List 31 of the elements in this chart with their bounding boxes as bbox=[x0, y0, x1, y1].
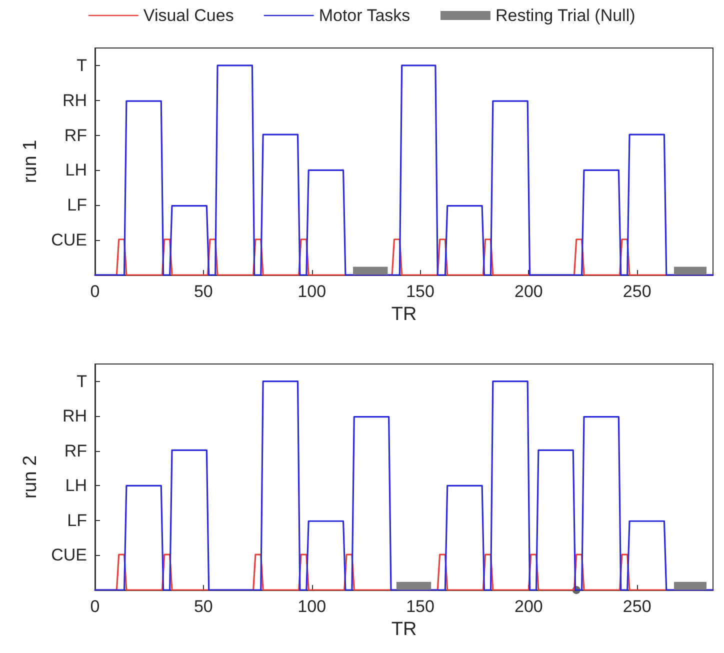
text: LF bbox=[67, 196, 87, 215]
x-tick-label: 150 bbox=[406, 282, 434, 301]
text: LF bbox=[67, 510, 87, 530]
text: T bbox=[76, 56, 87, 75]
x-tick-label: 250 bbox=[622, 282, 652, 301]
text: RF bbox=[64, 126, 87, 145]
legend-label: Motor Tasks bbox=[318, 6, 410, 25]
legend-label: Resting Trial (Null) bbox=[495, 6, 636, 25]
x-tick-label: 250 bbox=[622, 597, 652, 616]
text: LH bbox=[65, 476, 87, 496]
text: RH bbox=[62, 406, 87, 426]
x-tick-label: 0 bbox=[90, 597, 100, 616]
x-axis-title: TR bbox=[391, 619, 417, 640]
text: RF bbox=[64, 441, 87, 460]
legend-label: Visual Cues bbox=[143, 6, 234, 25]
text: T bbox=[76, 372, 87, 391]
x-tick-label: 200 bbox=[514, 282, 543, 301]
text: LH bbox=[65, 160, 87, 180]
text: CUE bbox=[51, 230, 87, 250]
x-tick-label: 100 bbox=[298, 282, 326, 301]
x-tick-label: 50 bbox=[194, 597, 213, 616]
x-axis-title: TR bbox=[391, 304, 417, 325]
y-axis-title: run 1 bbox=[20, 140, 41, 184]
x-tick-label: 200 bbox=[514, 597, 543, 616]
text: CUE bbox=[51, 546, 87, 565]
text: RH bbox=[62, 90, 87, 110]
x-tick-label: 0 bbox=[90, 282, 100, 301]
x-tick-label: 50 bbox=[194, 282, 213, 301]
y-axis-title: run 2 bbox=[20, 455, 41, 499]
x-tick-label: 150 bbox=[406, 597, 434, 616]
x-tick-label: 100 bbox=[298, 597, 326, 616]
